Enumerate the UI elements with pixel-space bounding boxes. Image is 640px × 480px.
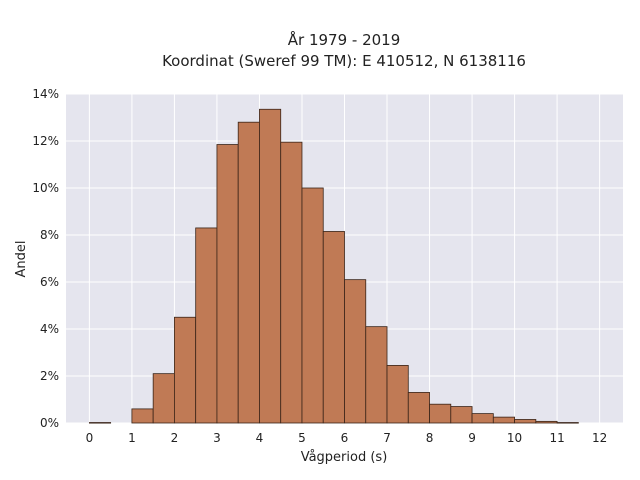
y-tick-label: 10% bbox=[32, 181, 59, 195]
y-tick-label: 2% bbox=[40, 369, 59, 383]
histogram-bar bbox=[535, 420, 558, 424]
chart-subtitle: Koordinat (Sweref 99 TM): E 410512, N 61… bbox=[162, 52, 526, 70]
x-axis-label: Vågperiod (s) bbox=[301, 450, 388, 465]
histogram-bar bbox=[301, 187, 324, 424]
y-tick-label: 0% bbox=[40, 416, 59, 430]
x-tick-labels: 0 1 2 3 4 5 6 7 8 9 10 11 12 bbox=[86, 431, 608, 445]
histogram-bar bbox=[429, 403, 452, 424]
y-tick-labels: 0% 2% 4% 6% 8% 10% 12% 14% bbox=[32, 87, 59, 430]
histogram-bar bbox=[322, 231, 345, 424]
x-tick-label: 9 bbox=[468, 431, 476, 445]
x-tick-label: 10 bbox=[507, 431, 522, 445]
y-axis-label: Andel bbox=[14, 241, 29, 278]
y-tick-label: 6% bbox=[40, 275, 59, 289]
histogram-bar bbox=[492, 416, 515, 424]
x-tick-label: 3 bbox=[213, 431, 221, 445]
histogram-bar bbox=[386, 365, 409, 424]
histogram-bar bbox=[471, 413, 494, 424]
x-tick-label: 2 bbox=[171, 431, 179, 445]
bar-layer bbox=[88, 108, 579, 424]
histogram-bar bbox=[365, 326, 388, 424]
histogram-bar bbox=[556, 422, 579, 424]
histogram-bar bbox=[450, 406, 473, 424]
histogram-bar bbox=[280, 141, 303, 424]
histogram-bar bbox=[259, 108, 282, 424]
x-tick-label: 1 bbox=[128, 431, 136, 445]
histogram-bar bbox=[131, 408, 154, 424]
histogram-bar bbox=[88, 422, 112, 424]
chart-title: År 1979 - 2019 bbox=[288, 30, 401, 49]
x-tick-label: 0 bbox=[86, 431, 94, 445]
x-tick-label: 8 bbox=[426, 431, 434, 445]
y-tick-label: 12% bbox=[32, 134, 59, 148]
x-tick-label: 7 bbox=[383, 431, 391, 445]
histogram-bar bbox=[514, 419, 537, 424]
x-tick-label: 6 bbox=[341, 431, 349, 445]
x-tick-label: 11 bbox=[549, 431, 564, 445]
histogram-bar bbox=[237, 121, 260, 424]
histogram-bar bbox=[195, 227, 218, 424]
histogram-bar bbox=[407, 392, 430, 424]
histogram-bar bbox=[344, 279, 367, 424]
y-tick-label: 4% bbox=[40, 322, 59, 336]
x-tick-label: 4 bbox=[256, 431, 264, 445]
x-tick-label: 5 bbox=[298, 431, 306, 445]
histogram-bar bbox=[152, 373, 175, 424]
y-tick-label: 8% bbox=[40, 228, 59, 242]
x-tick-label: 12 bbox=[592, 431, 607, 445]
y-tick-label: 14% bbox=[32, 87, 59, 101]
histogram-bar bbox=[174, 316, 197, 424]
histogram-bar bbox=[216, 144, 239, 424]
